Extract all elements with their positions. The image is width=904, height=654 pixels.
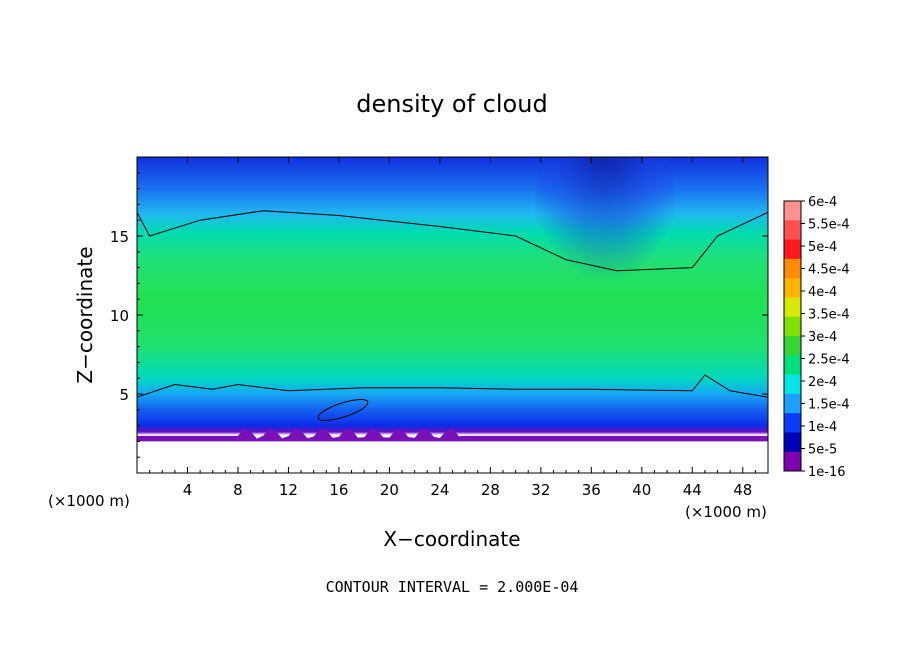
- upper-contour-line: [137, 210, 768, 272]
- colorbar-label: 5e-4: [808, 240, 837, 255]
- x-tick-label: 8: [233, 481, 243, 499]
- heatmap-field: [137, 157, 768, 473]
- x-tick-label: 4: [183, 481, 193, 499]
- small-contour-loop: [317, 399, 369, 421]
- contour-interval-note: CONTOUR INTERVAL = 2.000E-04: [326, 578, 579, 596]
- y-axis-ticks: 5 10 15: [110, 172, 768, 458]
- colorbar-swatch: [784, 278, 801, 298]
- x-tick-label: 28: [481, 481, 500, 499]
- y-tick-label: 5: [119, 386, 129, 404]
- x-axis-label: X−coordinate: [383, 527, 520, 551]
- colorbar-label: 2.5e-4: [808, 353, 850, 368]
- colorbar-labels: 6e-4 5.5e-4 5e-4 4.5e-4 4e-4 3.5e-4 3e-4 2.5e-4…: [801, 195, 850, 480]
- x-tick-label: 20: [380, 481, 399, 499]
- colorbar-label: 3.5e-4: [808, 308, 850, 323]
- colorbar-label: 5.5e-4: [808, 218, 850, 233]
- colorbar-label: 4e-4: [808, 285, 837, 300]
- x-tick-label: 48: [733, 481, 752, 499]
- x-tick-label: 36: [582, 481, 601, 499]
- lower-contour-line: [137, 374, 768, 398]
- x-tick-label: 16: [329, 481, 348, 499]
- y-tick-label: 15: [110, 228, 129, 246]
- colorbar: [783, 200, 802, 472]
- x-tick-label: 24: [430, 481, 449, 499]
- colorbar-label: 6e-4: [808, 195, 837, 210]
- colorbar-label: 3e-4: [808, 330, 837, 345]
- colorbar-swatch: [784, 413, 801, 433]
- colorbar-swatch: [784, 220, 801, 241]
- colorbar-label: 2e-4: [808, 375, 837, 390]
- x-tick-label: 12: [279, 481, 298, 499]
- x-tick-label: 44: [683, 481, 702, 499]
- x-tick-label: 40: [632, 481, 651, 499]
- colorbar-swatch: [784, 374, 801, 395]
- colorbar-label: 1e-4: [808, 420, 837, 435]
- y-tick-label: 10: [110, 307, 129, 325]
- colorbar-swatch: [784, 451, 801, 472]
- colorbar-swatch: [784, 336, 801, 356]
- colorbar-swatch: [784, 201, 801, 221]
- colorbar-swatch: [784, 297, 801, 318]
- colorbar-swatch: [784, 355, 801, 376]
- colorbar-swatch: [784, 316, 801, 337]
- x-unit-right: (×1000 m): [685, 503, 767, 521]
- x-axis-ticks: 4 8 12 16 20 24 28 32 36 40 44 48: [149, 157, 756, 499]
- colorbar-label: 1.5e-4: [808, 398, 850, 413]
- x-unit-left: (×1000 m): [48, 492, 130, 510]
- ground-layer: [137, 428, 768, 442]
- colorbar-swatch: [784, 239, 801, 260]
- x-tick-label: 32: [531, 481, 550, 499]
- colorbar-label: 5e-5: [808, 443, 837, 458]
- chart-title: density of cloud: [356, 90, 547, 118]
- colorbar-swatch: [784, 393, 801, 414]
- colorbar-label: 1e-16: [808, 465, 846, 480]
- colorbar-swatch: [784, 432, 801, 453]
- colorbar-swatch: [784, 258, 801, 279]
- colorbar-label: 4.5e-4: [808, 263, 850, 278]
- y-axis-label: Z−coordinate: [73, 246, 97, 383]
- clear-air-column: [535, 157, 675, 330]
